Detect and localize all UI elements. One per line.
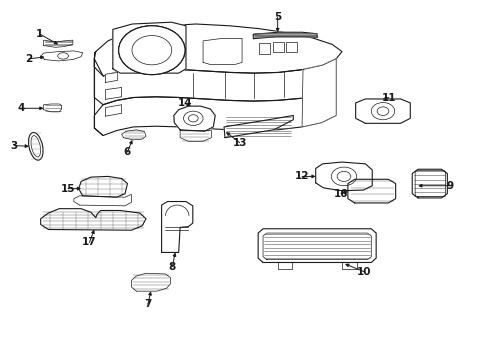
Polygon shape <box>43 40 73 47</box>
Polygon shape <box>74 194 131 206</box>
Polygon shape <box>131 273 170 291</box>
Polygon shape <box>41 209 146 230</box>
Bar <box>272 41 283 52</box>
Polygon shape <box>79 176 127 197</box>
Text: 9: 9 <box>446 181 453 191</box>
Polygon shape <box>411 169 447 198</box>
Text: 1: 1 <box>36 29 43 39</box>
Polygon shape <box>315 162 371 191</box>
Text: 4: 4 <box>18 103 25 113</box>
Text: 8: 8 <box>168 262 176 272</box>
Polygon shape <box>347 179 395 203</box>
Text: 11: 11 <box>381 93 395 103</box>
Text: 3: 3 <box>11 140 18 150</box>
Circle shape <box>119 26 184 75</box>
Polygon shape <box>180 131 211 141</box>
Polygon shape <box>41 51 82 61</box>
Polygon shape <box>113 22 185 73</box>
Bar <box>286 41 297 52</box>
Polygon shape <box>122 130 146 140</box>
Polygon shape <box>105 72 118 82</box>
Polygon shape <box>173 106 215 131</box>
Polygon shape <box>94 59 335 105</box>
Polygon shape <box>355 99 409 123</box>
Bar <box>259 43 269 54</box>
Text: 15: 15 <box>61 184 75 194</box>
Polygon shape <box>253 32 317 39</box>
Text: 12: 12 <box>294 171 308 181</box>
Text: 16: 16 <box>333 189 347 199</box>
Polygon shape <box>224 116 293 138</box>
Ellipse shape <box>28 132 43 160</box>
Polygon shape <box>94 24 341 76</box>
Polygon shape <box>302 59 335 127</box>
Text: 10: 10 <box>356 267 371 277</box>
Text: 17: 17 <box>82 237 97 247</box>
Polygon shape <box>161 202 192 252</box>
Circle shape <box>119 26 184 75</box>
Polygon shape <box>43 104 61 112</box>
Polygon shape <box>258 229 375 262</box>
Polygon shape <box>105 87 122 99</box>
Text: 2: 2 <box>25 54 33 64</box>
Text: 6: 6 <box>123 147 131 157</box>
Polygon shape <box>203 39 242 64</box>
Polygon shape <box>105 105 122 116</box>
Text: 14: 14 <box>177 98 192 108</box>
Text: 5: 5 <box>273 12 281 22</box>
Text: 13: 13 <box>232 138 246 148</box>
Text: 7: 7 <box>144 299 151 309</box>
Polygon shape <box>94 89 335 135</box>
